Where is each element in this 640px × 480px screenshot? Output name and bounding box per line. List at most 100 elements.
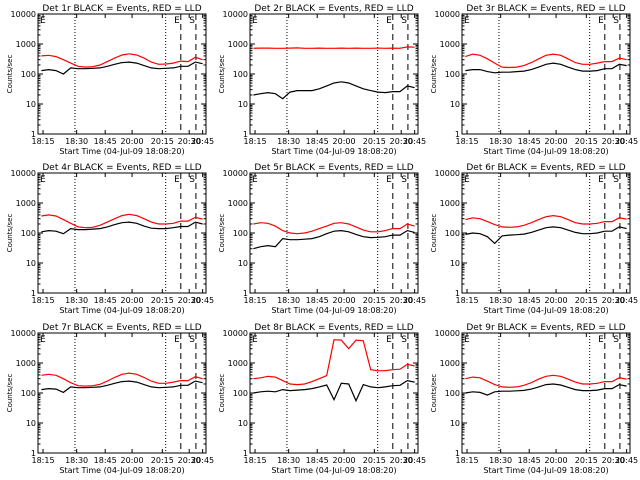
series-events-line [465, 62, 627, 74]
x-tick-label: 20:30 [602, 296, 625, 305]
y-tick-label: 10 [26, 100, 36, 109]
y-tick-label: 10 [238, 259, 248, 268]
x-tick-label: 18:15 [244, 456, 267, 465]
series-lld-line [465, 214, 627, 228]
series-lld-line [253, 222, 415, 235]
panel-3: Det 3r BLACK = Events, RED = LLD 1 10 100 10… [430, 4, 638, 156]
series-lld-line [41, 372, 203, 387]
x-tick-label: 20:00 [333, 296, 356, 305]
y-tick-label: 1000 [16, 359, 36, 368]
y-tick-label: 1 [243, 130, 248, 139]
y-axis-label: Counts/sec [430, 214, 438, 253]
marker-label-s: S [189, 335, 195, 345]
y-tick-label: 10000 [435, 169, 460, 178]
panel-title: Det 3r BLACK = Events, RED = LLD [466, 4, 625, 14]
y-axis-label: Counts/sec [218, 374, 226, 413]
x-tick-label: 20:00 [121, 137, 144, 146]
series-lld-line [253, 339, 415, 386]
x-tick-label: 18:45 [306, 137, 329, 146]
panel-title: Det 8r BLACK = Events, RED = LLD [254, 323, 413, 333]
y-tick-label: 1000 [440, 199, 460, 208]
x-tick-label: 20:00 [545, 137, 568, 146]
marker-label-s: S [189, 16, 195, 26]
x-axis-label: Start Time (04-Jul-09 18:08:20) [59, 466, 184, 475]
x-tick-label: 20:45 [615, 456, 638, 465]
x-tick-label: 20:15 [575, 456, 598, 465]
x-axis-label: Start Time (04-Jul-09 18:08:20) [483, 147, 608, 156]
x-tick-label: 18:15 [456, 137, 479, 146]
marker-label-e-left: E [464, 175, 470, 185]
x-tick-label: 18:45 [94, 456, 117, 465]
y-tick-label: 10000 [223, 169, 248, 178]
x-tick-label: 18:30 [277, 296, 300, 305]
x-tick-label: 20:15 [575, 137, 598, 146]
series-events-line [41, 61, 203, 75]
panel-2: Det 2r BLACK = Events, RED = LLD 1 10 100 10… [218, 4, 426, 156]
x-tick-label: 18:15 [244, 296, 267, 305]
x-tick-label: 18:30 [277, 456, 300, 465]
x-tick-label: 18:15 [244, 137, 267, 146]
y-tick-label: 1000 [228, 199, 248, 208]
x-tick-label: 20:00 [121, 456, 144, 465]
series-lld-line [465, 374, 627, 388]
x-tick-label: 18:15 [456, 296, 479, 305]
y-tick-label: 1000 [228, 359, 248, 368]
marker-label-e-left: E [252, 335, 258, 345]
x-tick-label: 20:30 [178, 137, 201, 146]
x-tick-label: 20:30 [602, 137, 625, 146]
x-tick-label: 20:00 [333, 137, 356, 146]
x-tick-label: 18:30 [65, 456, 88, 465]
y-tick-label: 100 [445, 229, 460, 238]
x-tick-label: 18:15 [32, 137, 55, 146]
panel-title: Det 7r BLACK = Events, RED = LLD [42, 323, 201, 333]
y-axis-label: Counts/sec [218, 214, 226, 253]
panel-5: Det 5r BLACK = Events, RED = LLD 1 10 100 10… [218, 163, 426, 315]
marker-label-s: S [613, 335, 619, 345]
y-axis-label: Counts/sec [6, 374, 14, 413]
series-lld-line [41, 53, 203, 68]
x-axis-label: Start Time (04-Jul-09 18:08:20) [483, 306, 608, 315]
series-events-line [253, 229, 415, 250]
series-lld-line [41, 213, 203, 229]
x-tick-label: 20:30 [178, 456, 201, 465]
x-tick-label: 18:30 [489, 296, 512, 305]
panel-title: Det 2r BLACK = Events, RED = LLD [254, 4, 413, 14]
y-axis-label: Counts/sec [218, 55, 226, 94]
marker-label-e-left: E [252, 16, 258, 26]
panel-6: Det 6r BLACK = Events, RED = LLD 1 10 100 10… [430, 163, 638, 315]
y-tick-label: 100 [445, 389, 460, 398]
y-axis-label: Counts/sec [430, 55, 438, 94]
x-tick-label: 20:45 [191, 296, 214, 305]
series-events-line [465, 226, 627, 245]
y-tick-label: 10000 [11, 169, 36, 178]
x-tick-label: 18:45 [518, 137, 541, 146]
marker-label-e: E [386, 16, 392, 26]
x-tick-label: 20:30 [602, 456, 625, 465]
x-tick-label: 20:30 [178, 296, 201, 305]
y-axis-label: Counts/sec [6, 214, 14, 253]
x-tick-label: 20:15 [151, 296, 174, 305]
y-tick-label: 10000 [223, 329, 248, 338]
x-axis-label: Start Time (04-Jul-09 18:08:20) [271, 147, 396, 156]
x-tick-label: 20:45 [403, 296, 426, 305]
y-tick-label: 10000 [435, 329, 460, 338]
x-tick-label: 18:45 [306, 456, 329, 465]
x-tick-label: 20:00 [333, 456, 356, 465]
y-tick-label: 100 [21, 229, 36, 238]
series-events-line [253, 81, 415, 100]
y-tick-label: 1 [31, 289, 36, 298]
x-tick-label: 20:15 [363, 296, 386, 305]
marker-label-e: E [386, 175, 392, 185]
panel-4: Det 4r BLACK = Events, RED = LLD 1 10 100 10… [6, 163, 214, 315]
marker-label-s: S [401, 335, 407, 345]
y-tick-label: 1000 [228, 40, 248, 49]
marker-label-e-left: E [464, 16, 470, 26]
x-axis-label: Start Time (04-Jul-09 18:08:20) [483, 466, 608, 475]
y-tick-label: 1000 [16, 199, 36, 208]
y-tick-label: 100 [21, 389, 36, 398]
y-tick-label: 10000 [11, 10, 36, 19]
x-tick-label: 18:15 [456, 456, 479, 465]
y-tick-label: 1 [31, 449, 36, 458]
y-tick-label: 10 [26, 419, 36, 428]
